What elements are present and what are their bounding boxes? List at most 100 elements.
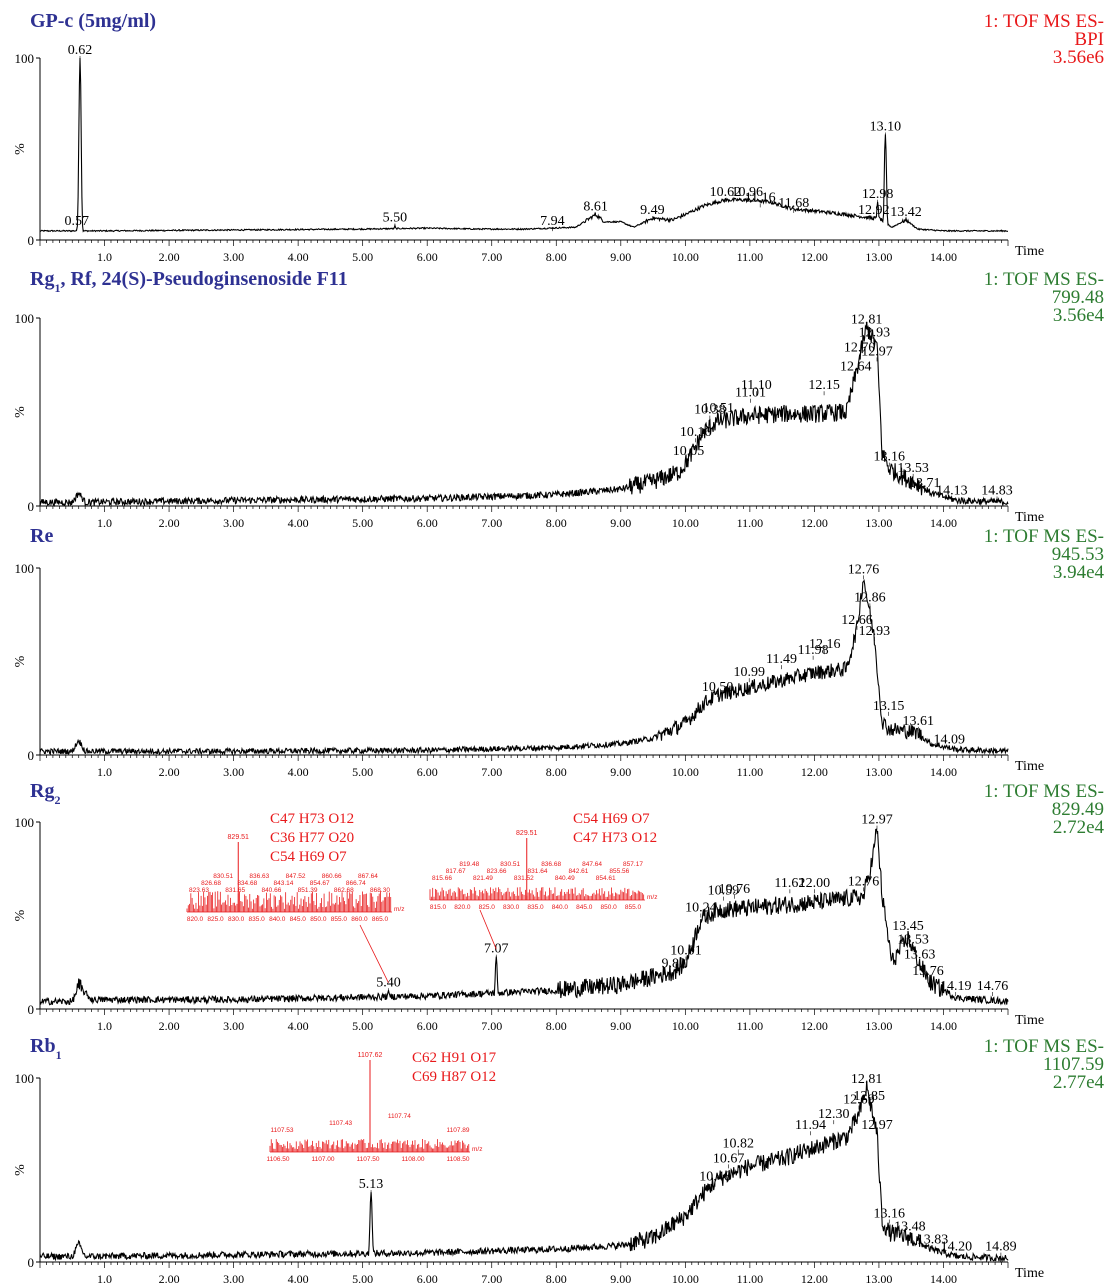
chart-panel-5: Rb1 1: TOF MS ES-1107.592.77e4 100 0% 1.0 2.0… [13,1035,1104,1284]
x-tick-label: 11.00 [737,250,764,264]
y-tick-label: 0 [28,499,35,514]
peak-label: 9.49 [640,203,665,218]
inset-connector [479,909,497,950]
x-tick-label: 10.00 [672,1019,699,1033]
peak-label: 8.61 [583,200,608,215]
formula-line: C62 H91 O17 [412,1050,497,1066]
x-tick-label: 13.00 [865,516,892,530]
peak-label: 14.20 [941,1240,973,1255]
peak-label: 13.83 [917,1232,949,1247]
x-tick-label: 14.00 [930,1019,957,1033]
trace-line [39,321,1009,507]
x-tick-label: 1.0 [97,1272,112,1284]
info-line-2: 799.48 [1052,287,1104,308]
x-tick-label: 2.00 [159,765,180,779]
inset-axis-label: 1108.50 [446,1156,469,1163]
trace-line [39,57,1008,233]
peak-label: 11.68 [778,196,809,211]
chart-title: Rb1 [30,1035,62,1062]
inset-peak-label: 1107.53 [270,1127,293,1134]
peak-label: 10.51 [702,401,734,416]
x-tick-label: 1.0 [97,250,112,264]
info-line-1: 1: TOF MS ES- [984,526,1104,547]
inset-peak-label: 867.64 [358,873,378,880]
peak-label: 9.82 [661,957,686,972]
peak-label: 7.94 [540,214,565,229]
inset-axis-label: 855.0 [331,916,348,923]
peak-label: 0.62 [68,43,93,58]
x-tick-label: 10.00 [672,516,699,530]
x-tick-label: 5.00 [352,765,373,779]
inset-peak-label: 823.63 [189,887,209,894]
peak-label: 10.99 [733,665,765,680]
inset-peak-label: 1107.74 [388,1113,411,1120]
peak-label: 12.15 [808,378,840,393]
x-tick-label: 5.00 [352,1019,373,1033]
info-line-2: 1107.59 [1043,1054,1104,1075]
inset-axis-label: 840.0 [269,916,286,923]
x-tick-label: 7.00 [481,250,502,264]
x-tick-label: 3.00 [223,1272,244,1284]
y-tick-label: 100 [15,51,35,66]
inset-axis-label: 855.0 [625,904,642,911]
x-tick-label: 14.00 [930,516,957,530]
x-tick-label: 8.00 [546,250,567,264]
x-tick-label: 11.00 [737,765,764,779]
peak-label: 10.62 [710,185,742,200]
peak-label: 13.48 [894,1219,926,1234]
mass-spectrum-inset-1: 1107.62 1107.53 1107.43 1107.74 1107.89 1106.… [266,1052,482,1163]
peak-label: 14.19 [940,979,972,994]
x-tick-label: 7.00 [481,1019,502,1033]
x-tick-label: 13.00 [865,250,892,264]
y-tick-label: 0 [28,233,35,248]
peak-label: 12.76 [848,874,880,889]
x-tick-label: 11.00 [737,1272,764,1284]
peak-label: 14.13 [936,483,968,498]
trace-line [39,828,1009,1006]
peak-label: 13.71 [909,476,941,491]
mass-spectrum-inset-2: 829.51815.66817.67819.48821.49823.66830.… [429,830,657,911]
peak-label: 13.45 [892,919,924,934]
peak-label: 12.69 [843,1092,875,1107]
peak-label: 14.76 [977,979,1009,994]
inset-main-peak-label: 1107.62 [358,1052,383,1059]
peak-label: 12.97 [861,813,893,828]
info-line-3: 2.77e4 [1053,1072,1105,1093]
x-tick-label: 12.00 [801,1019,828,1033]
peak-label: 10.05 [673,444,705,459]
x-tick-label: 12.00 [801,1272,828,1284]
x-tick-label: 8.00 [546,1019,567,1033]
x-tick-label: 3.00 [223,516,244,530]
peak-label: 5.13 [359,1177,384,1192]
x-tick-label: 4.00 [288,250,309,264]
peak-label: 10.16 [680,425,712,440]
inset-axis-label: 850.0 [600,904,617,911]
peak-label: 14.83 [981,483,1013,498]
peak-label: 13.16 [874,450,906,465]
inset-axis-label: 815.0 [430,904,447,911]
peak-label: 10.01 [670,944,702,959]
peak-label: 13.53 [897,461,929,476]
x-axis-label: Time [1015,1266,1044,1281]
inset-main-peak-label: 829.51 [516,830,538,837]
info-line-3: 3.56e4 [1053,305,1105,326]
x-tick-label: 13.00 [865,765,892,779]
inset-axis-label: 820.0 [454,904,471,911]
y-tick-label: 100 [15,1071,35,1086]
info-line-3: 3.56e6 [1053,47,1104,68]
chart-title: Re [30,525,53,547]
y-tick-label: 0 [28,1002,35,1017]
x-axis-label: Time [1015,759,1044,774]
inset-peak-label: 847.52 [286,873,306,880]
peak-label: 12.76 [848,562,880,577]
inset-axis-label: 840.0 [552,904,569,911]
x-tick-label: 4.00 [288,1272,309,1284]
formula-line: C69 H87 O12 [412,1069,496,1085]
peak-label: 13.16 [874,1207,906,1222]
peak-label: 10.82 [723,1137,755,1152]
x-tick-label: 6.00 [417,250,438,264]
inset-peak-label: 819.48 [459,861,479,868]
peak-label: 13.63 [904,947,936,962]
chart-title: Rg1, Rf, 24(S)-Pseudoginsenoside F11 [30,268,348,295]
